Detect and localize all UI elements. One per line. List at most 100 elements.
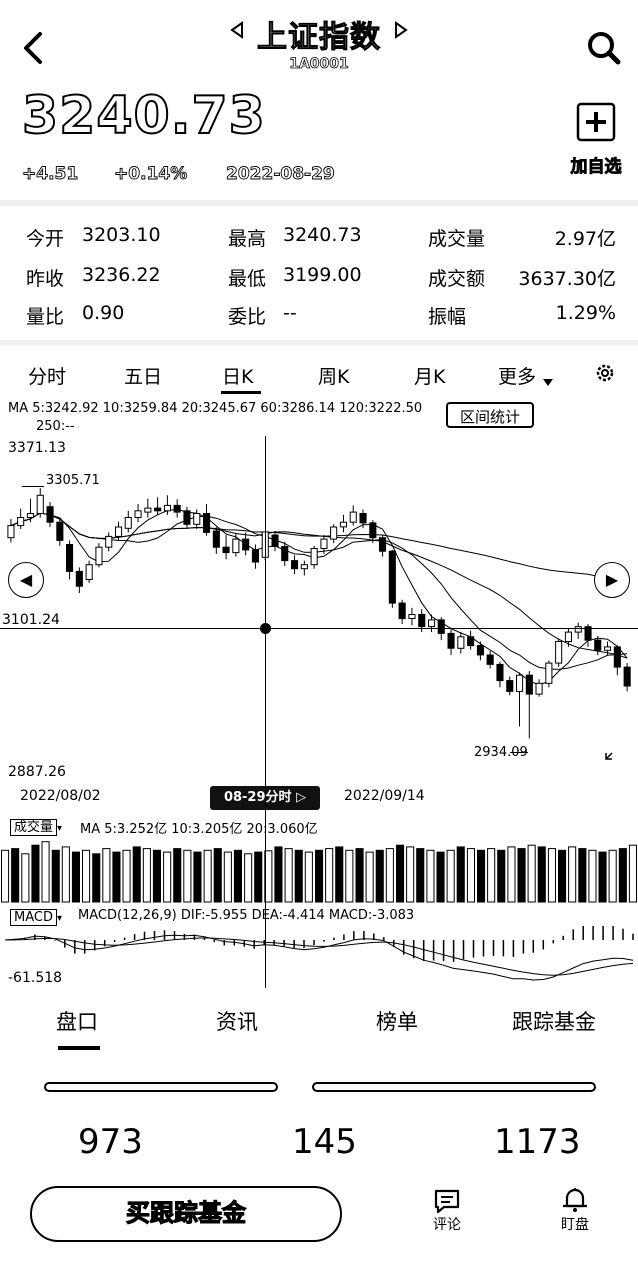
- high-marker-line: [22, 486, 44, 487]
- comment-button[interactable]: 评论: [422, 1188, 472, 1234]
- range-stats-button[interactable]: 区间统计: [446, 402, 534, 428]
- crosshair-dot: [260, 623, 271, 634]
- candle-body: [173, 504, 181, 513]
- volume-bar: [112, 851, 121, 903]
- price-change: +4.51: [22, 164, 79, 185]
- volume-bar: [173, 848, 182, 903]
- volume-bar: [325, 848, 334, 903]
- quote-label: 振幅: [428, 306, 467, 328]
- candle-body: [516, 674, 524, 692]
- volume-bar: [335, 846, 344, 903]
- comment-icon: [434, 1189, 460, 1214]
- crosshair-horizontal: [0, 628, 638, 629]
- macd-chart[interactable]: [0, 926, 638, 986]
- candle-body: [584, 626, 592, 641]
- chevron-left-icon: [24, 32, 42, 64]
- candle-body: [418, 614, 426, 628]
- volume-bar: [223, 851, 232, 903]
- tab-news[interactable]: 资讯: [216, 1010, 258, 1034]
- quote-label: 最低: [228, 268, 267, 290]
- volume-bar: [61, 846, 70, 903]
- volume-bar: [11, 848, 20, 903]
- candle-body: [398, 602, 406, 620]
- candle-body: [75, 570, 83, 587]
- watch-board-button[interactable]: 盯盘: [550, 1186, 600, 1234]
- chart-scroll-left-button[interactable]: ◀: [8, 562, 44, 598]
- candle-body: [496, 663, 504, 682]
- tab-monthly-k[interactable]: 月K: [414, 366, 446, 388]
- candle-body: [613, 646, 621, 668]
- quote-label: 量比: [26, 306, 65, 328]
- candle-body: [330, 526, 338, 540]
- arrow-left-icon: ◀: [19, 570, 33, 589]
- quote-value: --: [283, 302, 297, 324]
- add-watchlist-button[interactable]: 加自选: [564, 92, 628, 184]
- volume-bar: [254, 851, 263, 903]
- quote-value: 2.97亿: [554, 228, 616, 250]
- candle-body: [379, 537, 387, 552]
- volume-bar: [426, 849, 435, 903]
- volume-bar: [355, 848, 364, 903]
- quote-label: 昨收: [26, 268, 65, 290]
- candle-body: [564, 631, 573, 643]
- search-button[interactable]: [584, 28, 624, 68]
- macd-low-label: -61.518: [8, 970, 63, 986]
- candle-body: [574, 626, 582, 633]
- crosshair-vertical: [265, 436, 266, 988]
- macd-indicator-select[interactable]: MACD ▾: [10, 906, 62, 926]
- chart-settings-button[interactable]: [594, 362, 616, 384]
- tab-daily-k[interactable]: 日K: [222, 366, 254, 388]
- candle-body: [105, 535, 113, 548]
- volume-indicator-select[interactable]: 成交量 ▾: [10, 816, 62, 836]
- tab-more[interactable]: 更多: [498, 366, 537, 388]
- candle-body: [183, 510, 191, 525]
- tab-ranking[interactable]: 榜单: [376, 1010, 418, 1034]
- volume-bar: [294, 849, 303, 903]
- tab-intraday[interactable]: 分时: [28, 366, 67, 388]
- volume-bar: [628, 844, 638, 903]
- volume-bar: [436, 851, 445, 903]
- prev-index-button[interactable]: [228, 20, 246, 40]
- candle-body: [467, 636, 475, 647]
- back-button[interactable]: [16, 28, 52, 68]
- volume-bar: [284, 848, 293, 903]
- low-marker-line: [510, 752, 528, 753]
- volume-bar: [477, 849, 486, 903]
- divider: [0, 200, 638, 206]
- last-price: 3240.73: [21, 85, 266, 147]
- volume-bar: [315, 849, 324, 903]
- triangle-right-icon: [395, 21, 408, 39]
- buy-tracking-fund-button[interactable]: 买跟踪基金: [30, 1186, 342, 1242]
- macd-tag: MACD: [10, 909, 57, 926]
- candle-body: [604, 646, 612, 651]
- decliners-bar: [312, 1082, 596, 1092]
- volume-bar: [233, 849, 242, 903]
- candle-body: [349, 511, 357, 523]
- volume-chart[interactable]: [0, 838, 638, 904]
- ma60-line: [10, 512, 628, 585]
- candle-body: [222, 546, 230, 554]
- chart-scroll-right-button[interactable]: ▶: [594, 562, 630, 598]
- tab-order-book[interactable]: 盘口: [56, 1010, 98, 1034]
- volume-bar: [375, 849, 384, 903]
- candle-body: [26, 513, 34, 518]
- volume-tag: 成交量: [10, 819, 58, 836]
- candle-body: [594, 639, 602, 651]
- tab-tracking-funds[interactable]: 跟踪基金: [512, 1010, 596, 1034]
- candle-body: [447, 632, 455, 649]
- fullscreen-icon[interactable]: [604, 746, 618, 765]
- advancers-count: 973: [78, 1122, 143, 1162]
- high-annotation: 3305.71: [46, 473, 100, 488]
- candle-body: [428, 619, 436, 628]
- tab-weekly-k[interactable]: 周K: [318, 366, 350, 388]
- volume-bar: [517, 848, 526, 903]
- next-index-button[interactable]: [392, 20, 410, 40]
- candle-body: [203, 513, 211, 533]
- candle-body: [545, 662, 553, 684]
- gear-icon: [596, 364, 614, 382]
- tab-five-day[interactable]: 五日: [124, 366, 163, 388]
- candle-body: [154, 507, 162, 512]
- candle-body: [212, 530, 220, 548]
- candle-body: [291, 560, 299, 570]
- volume-ma-text: MA 5:3.252亿 10:3.205亿 20:3.060亿: [80, 822, 318, 837]
